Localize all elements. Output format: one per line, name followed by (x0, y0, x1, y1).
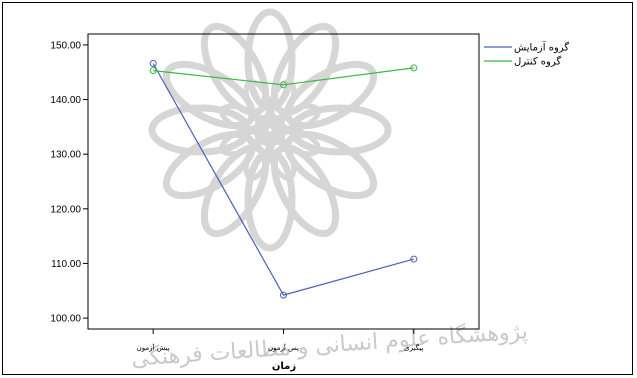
series-line-1 (152, 63, 414, 296)
legend-label: گروه آزمایش (514, 41, 569, 54)
x-axis: پیش آزمون پس آزمون پیگیری (137, 329, 424, 352)
y-axis: 100.00 110.00 120.00 130.00 140.00 150.00 (50, 40, 88, 325)
watermark-petal (270, 22, 340, 116)
y-tick-label: 140.00 (50, 95, 81, 106)
watermark-center (253, 113, 287, 147)
y-tick-label: 110.00 (51, 259, 81, 270)
data-point (149, 67, 157, 75)
data-point (410, 64, 418, 72)
data-point (280, 81, 287, 89)
watermark-petal (284, 130, 378, 200)
data-point (149, 60, 157, 67)
x-tick-label: پیگیری (404, 343, 423, 352)
legend: گروه آزمایش گروه کنترل (484, 41, 569, 68)
plot-area (87, 33, 480, 330)
series-layer (149, 60, 418, 299)
watermark-petal (200, 22, 270, 116)
watermark-petal (284, 60, 378, 130)
x-axis-title: زمان (272, 361, 296, 372)
series-line-2 (153, 67, 414, 86)
y-tick-label: 150.00 (50, 40, 81, 51)
watermark-petal (270, 144, 340, 238)
legend-label: گروه کنترل (514, 56, 561, 68)
watermark-petal (200, 144, 270, 238)
y-tick-label: 120.00 (50, 204, 81, 215)
y-tick-label: 100.00 (50, 314, 81, 325)
watermark-seal (148, 8, 392, 252)
watermark-inner-petal (243, 79, 275, 130)
y-tick-label: 130.00 (50, 150, 81, 161)
data-point (410, 255, 418, 263)
x-tick-label: پس آزمون (268, 343, 299, 352)
chart-frame (2, 2, 633, 375)
watermark-petal (162, 60, 256, 130)
x-tick-label: پیش آزمون (137, 343, 170, 352)
data-point (280, 291, 287, 299)
watermark-text: پژوهشگاه علوم انسانی و مطالعات فرهنگی (131, 318, 529, 372)
